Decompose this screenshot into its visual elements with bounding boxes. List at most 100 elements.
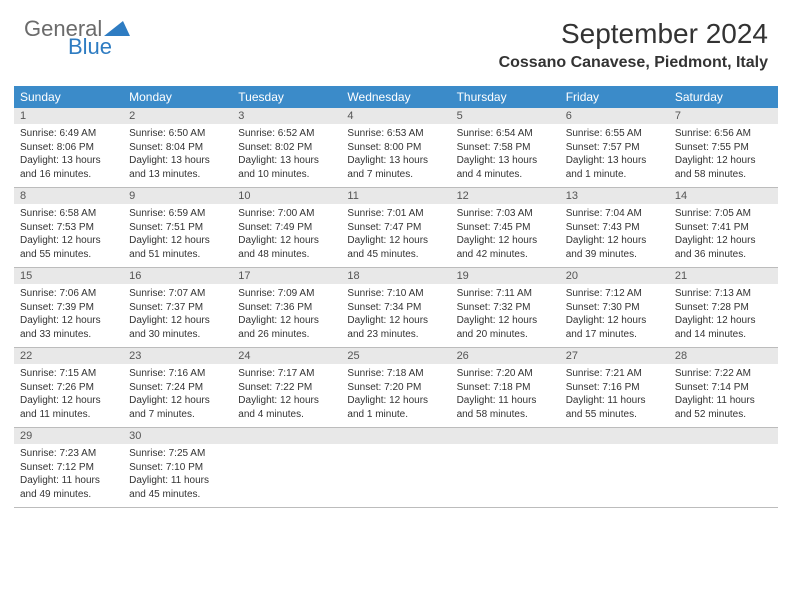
day-number: 11 <box>341 188 450 204</box>
day-number <box>341 428 450 444</box>
day-cell: 23Sunrise: 7:16 AMSunset: 7:24 PMDayligh… <box>123 348 232 427</box>
day-number: 5 <box>451 108 560 124</box>
day-number: 6 <box>560 108 669 124</box>
day-number: 26 <box>451 348 560 364</box>
sunset-text: Sunset: 7:24 PM <box>129 381 226 395</box>
sunset-text: Sunset: 7:22 PM <box>238 381 335 395</box>
day-body: Sunrise: 7:05 AMSunset: 7:41 PMDaylight:… <box>669 204 778 267</box>
daylight-text: and 39 minutes. <box>566 248 663 262</box>
day-cell: 5Sunrise: 6:54 AMSunset: 7:58 PMDaylight… <box>451 108 560 187</box>
daylight-text: and 1 minute. <box>566 168 663 182</box>
day-cell: 4Sunrise: 6:53 AMSunset: 8:00 PMDaylight… <box>341 108 450 187</box>
day-cell: 24Sunrise: 7:17 AMSunset: 7:22 PMDayligh… <box>232 348 341 427</box>
day-body: Sunrise: 6:49 AMSunset: 8:06 PMDaylight:… <box>14 124 123 187</box>
daylight-text: Daylight: 12 hours <box>675 234 772 248</box>
day-cell <box>451 428 560 507</box>
daylight-text: and 42 minutes. <box>457 248 554 262</box>
weekday-header: Sunday <box>14 86 123 108</box>
day-body: Sunrise: 7:12 AMSunset: 7:30 PMDaylight:… <box>560 284 669 347</box>
sunset-text: Sunset: 8:00 PM <box>347 141 444 155</box>
day-body: Sunrise: 7:13 AMSunset: 7:28 PMDaylight:… <box>669 284 778 347</box>
daylight-text: Daylight: 12 hours <box>457 314 554 328</box>
day-number: 17 <box>232 268 341 284</box>
daylight-text: Daylight: 12 hours <box>129 314 226 328</box>
sunrise-text: Sunrise: 7:23 AM <box>20 447 117 461</box>
sunset-text: Sunset: 7:20 PM <box>347 381 444 395</box>
daylight-text: Daylight: 12 hours <box>457 234 554 248</box>
day-number: 18 <box>341 268 450 284</box>
daylight-text: and 36 minutes. <box>675 248 772 262</box>
day-cell: 8Sunrise: 6:58 AMSunset: 7:53 PMDaylight… <box>14 188 123 267</box>
daylight-text: and 17 minutes. <box>566 328 663 342</box>
day-body: Sunrise: 7:21 AMSunset: 7:16 PMDaylight:… <box>560 364 669 427</box>
day-cell: 10Sunrise: 7:00 AMSunset: 7:49 PMDayligh… <box>232 188 341 267</box>
day-body: Sunrise: 7:01 AMSunset: 7:47 PMDaylight:… <box>341 204 450 267</box>
logo: General Blue <box>24 18 130 58</box>
day-body: Sunrise: 7:00 AMSunset: 7:49 PMDaylight:… <box>232 204 341 267</box>
day-cell: 13Sunrise: 7:04 AMSunset: 7:43 PMDayligh… <box>560 188 669 267</box>
day-body: Sunrise: 7:04 AMSunset: 7:43 PMDaylight:… <box>560 204 669 267</box>
day-cell <box>232 428 341 507</box>
sunset-text: Sunset: 7:45 PM <box>457 221 554 235</box>
day-body: Sunrise: 7:09 AMSunset: 7:36 PMDaylight:… <box>232 284 341 347</box>
sunset-text: Sunset: 8:06 PM <box>20 141 117 155</box>
day-body <box>669 444 778 502</box>
day-body: Sunrise: 6:53 AMSunset: 8:00 PMDaylight:… <box>341 124 450 187</box>
sunset-text: Sunset: 8:04 PM <box>129 141 226 155</box>
day-cell: 3Sunrise: 6:52 AMSunset: 8:02 PMDaylight… <box>232 108 341 187</box>
day-cell: 22Sunrise: 7:15 AMSunset: 7:26 PMDayligh… <box>14 348 123 427</box>
day-cell: 27Sunrise: 7:21 AMSunset: 7:16 PMDayligh… <box>560 348 669 427</box>
daylight-text: Daylight: 12 hours <box>347 314 444 328</box>
day-number: 4 <box>341 108 450 124</box>
sunset-text: Sunset: 7:58 PM <box>457 141 554 155</box>
weekday-header: Tuesday <box>232 86 341 108</box>
day-number <box>560 428 669 444</box>
day-cell: 15Sunrise: 7:06 AMSunset: 7:39 PMDayligh… <box>14 268 123 347</box>
sunset-text: Sunset: 8:02 PM <box>238 141 335 155</box>
day-number: 15 <box>14 268 123 284</box>
daylight-text: and 7 minutes. <box>129 408 226 422</box>
weekday-header-row: SundayMondayTuesdayWednesdayThursdayFrid… <box>14 86 778 108</box>
daylight-text: Daylight: 12 hours <box>129 234 226 248</box>
sunset-text: Sunset: 7:53 PM <box>20 221 117 235</box>
day-body: Sunrise: 7:03 AMSunset: 7:45 PMDaylight:… <box>451 204 560 267</box>
weekday-header: Friday <box>560 86 669 108</box>
sunrise-text: Sunrise: 6:56 AM <box>675 127 772 141</box>
day-number: 16 <box>123 268 232 284</box>
daylight-text: Daylight: 12 hours <box>129 394 226 408</box>
day-number <box>232 428 341 444</box>
daylight-text: and 49 minutes. <box>20 488 117 502</box>
daylight-text: and 13 minutes. <box>129 168 226 182</box>
sunrise-text: Sunrise: 7:00 AM <box>238 207 335 221</box>
logo-text-blue: Blue <box>68 36 130 58</box>
weekday-header: Monday <box>123 86 232 108</box>
month-title: September 2024 <box>499 18 768 50</box>
daylight-text: and 45 minutes. <box>347 248 444 262</box>
sunset-text: Sunset: 7:12 PM <box>20 461 117 475</box>
day-body <box>341 444 450 502</box>
day-cell: 19Sunrise: 7:11 AMSunset: 7:32 PMDayligh… <box>451 268 560 347</box>
day-cell: 9Sunrise: 6:59 AMSunset: 7:51 PMDaylight… <box>123 188 232 267</box>
daylight-text: and 7 minutes. <box>347 168 444 182</box>
day-cell: 12Sunrise: 7:03 AMSunset: 7:45 PMDayligh… <box>451 188 560 267</box>
daylight-text: and 33 minutes. <box>20 328 117 342</box>
daylight-text: and 16 minutes. <box>20 168 117 182</box>
daylight-text: and 26 minutes. <box>238 328 335 342</box>
day-body: Sunrise: 7:11 AMSunset: 7:32 PMDaylight:… <box>451 284 560 347</box>
day-cell: 2Sunrise: 6:50 AMSunset: 8:04 PMDaylight… <box>123 108 232 187</box>
day-cell: 29Sunrise: 7:23 AMSunset: 7:12 PMDayligh… <box>14 428 123 507</box>
sunset-text: Sunset: 7:39 PM <box>20 301 117 315</box>
day-cell: 7Sunrise: 6:56 AMSunset: 7:55 PMDaylight… <box>669 108 778 187</box>
daylight-text: Daylight: 12 hours <box>20 314 117 328</box>
week-row: 22Sunrise: 7:15 AMSunset: 7:26 PMDayligh… <box>14 348 778 428</box>
day-number: 10 <box>232 188 341 204</box>
sunrise-text: Sunrise: 7:16 AM <box>129 367 226 381</box>
day-cell: 6Sunrise: 6:55 AMSunset: 7:57 PMDaylight… <box>560 108 669 187</box>
day-number: 9 <box>123 188 232 204</box>
day-number: 8 <box>14 188 123 204</box>
day-number: 3 <box>232 108 341 124</box>
daylight-text: Daylight: 13 hours <box>566 154 663 168</box>
week-row: 15Sunrise: 7:06 AMSunset: 7:39 PMDayligh… <box>14 268 778 348</box>
sunrise-text: Sunrise: 7:11 AM <box>457 287 554 301</box>
sunrise-text: Sunrise: 6:50 AM <box>129 127 226 141</box>
